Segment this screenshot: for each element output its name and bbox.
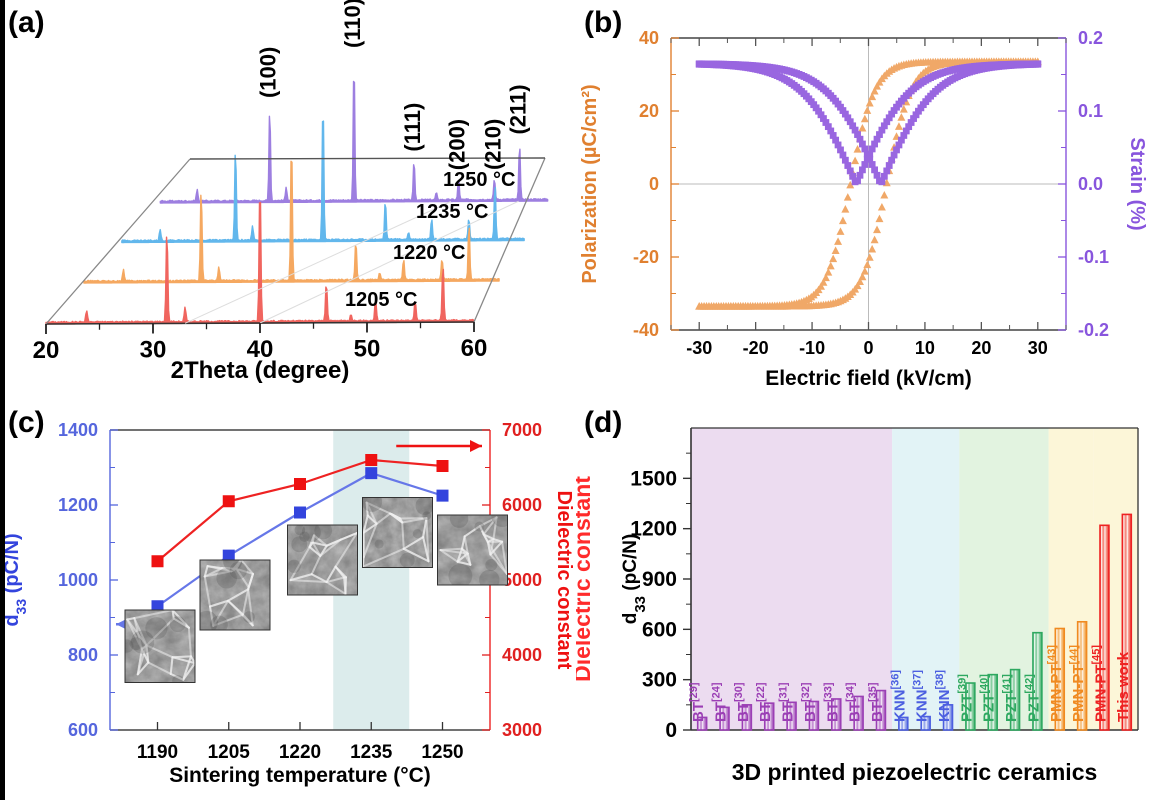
svg-text:1235 °C: 1235 °C [416,201,489,223]
svg-text:(b): (b) [584,6,622,39]
svg-text:5000: 5000 [502,570,542,590]
svg-text:-20: -20 [633,247,659,267]
svg-text:(200): (200) [445,119,470,170]
svg-text:7000: 7000 [502,420,542,440]
svg-text:1400: 1400 [58,420,98,440]
svg-text:Dielectric constant: Dielectric constant [576,476,595,682]
svg-text:(c): (c) [8,406,45,439]
svg-text:(111): (111) [400,103,425,152]
svg-text:(100): (100) [256,47,281,98]
svg-text:Sintering temperature (°C): Sintering temperature (°C) [169,764,431,787]
svg-text:800: 800 [68,645,98,665]
svg-text:-30: -30 [686,338,712,358]
svg-text:20: 20 [639,101,659,121]
svg-text:-0.2: -0.2 [1078,320,1109,340]
svg-text:60: 60 [461,335,488,362]
svg-text:-10: -10 [799,338,825,358]
svg-text:Strain (%): Strain (%) [1126,137,1148,230]
svg-text:1000: 1000 [58,570,98,590]
svg-text:-20: -20 [743,338,769,358]
svg-text:1250 °C: 1250 °C [443,169,516,191]
svg-text:0.0: 0.0 [1078,174,1103,194]
svg-text:20: 20 [971,338,991,358]
svg-text:-40: -40 [633,320,659,340]
svg-text:50: 50 [354,336,381,363]
svg-text:3000: 3000 [502,720,542,740]
svg-text:1500: 1500 [630,467,677,490]
svg-text:(a): (a) [8,6,45,39]
svg-text:1205: 1205 [208,742,251,763]
svg-text:900: 900 [642,568,677,591]
svg-text:(110): (110) [340,0,365,48]
svg-text:20: 20 [33,337,60,364]
svg-text:0: 0 [863,338,873,358]
svg-text:0.1: 0.1 [1078,101,1103,121]
svg-text:0: 0 [665,719,677,742]
svg-text:Polarization (µC/cm²): Polarization (µC/cm²) [579,84,601,283]
svg-text:-0.1: -0.1 [1078,247,1109,267]
svg-text:This work: This work [1115,651,1132,722]
svg-text:3D printed piezoelectric ceram: 3D printed piezoelectric ceramics [732,759,1098,785]
svg-text:40: 40 [639,28,659,48]
svg-text:Dielectric constant: Dielectric constant [553,491,575,670]
svg-text:4000: 4000 [502,645,542,665]
svg-text:0: 0 [649,174,659,194]
svg-text:(211): (211) [506,84,531,134]
svg-text:1220: 1220 [279,742,321,763]
svg-text:0.2: 0.2 [1078,28,1103,48]
svg-text:2Theta (degree): 2Theta (degree) [171,357,350,384]
svg-text:30: 30 [140,337,167,364]
svg-text:1250: 1250 [421,742,463,763]
svg-text:1205 °C: 1205 °C [345,289,418,311]
svg-text:1235: 1235 [350,742,393,763]
svg-text:30: 30 [1028,338,1048,358]
svg-text:1200: 1200 [58,495,98,515]
svg-text:1220 °C: 1220 °C [393,242,466,264]
svg-text:600: 600 [68,720,98,740]
svg-text:6000: 6000 [502,495,542,515]
svg-text:10: 10 [915,338,935,358]
svg-text:600: 600 [642,618,677,641]
svg-text:1190: 1190 [137,742,178,763]
svg-text:(210): (210) [480,119,505,170]
svg-text:300: 300 [642,669,677,692]
svg-text:(d): (d) [584,406,622,439]
svg-text:Electric field (kV/cm): Electric field (kV/cm) [765,367,972,390]
